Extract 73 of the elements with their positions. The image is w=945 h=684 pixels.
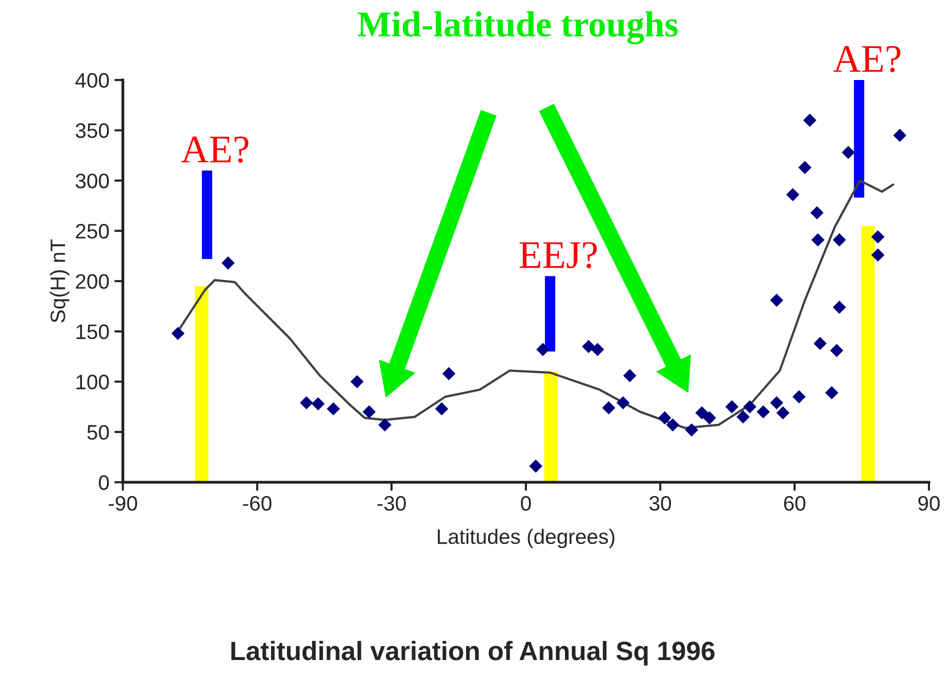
point (798, 160, 812, 174)
bar (194, 286, 208, 482)
point (702, 411, 716, 424)
point (695, 406, 708, 420)
point (350, 375, 364, 388)
point (832, 233, 846, 246)
point (171, 326, 185, 340)
bar (202, 170, 212, 260)
point (803, 114, 816, 127)
annotation: AE? (833, 46, 900, 72)
annotation: EEJ? (520, 242, 597, 268)
point (725, 400, 738, 414)
text: Mid-latitude troughs (358, 11, 678, 44)
annotation: AE? (181, 136, 248, 163)
bar (861, 226, 875, 482)
x-tick-label: 0 (520, 496, 531, 511)
y-tick-label: 100 (76, 374, 109, 390)
bar (854, 80, 864, 198)
y-tick-label: 50 (87, 424, 109, 440)
x-axis-title: Latitudes (degrees) (438, 528, 614, 548)
point (792, 390, 806, 404)
point (222, 256, 235, 270)
point (770, 294, 784, 307)
point (685, 423, 698, 437)
point (786, 188, 800, 202)
point (776, 406, 790, 420)
y-tick-label: 200 (76, 274, 109, 289)
x-tick-label: -90 (108, 496, 138, 511)
point (623, 369, 636, 382)
x-tick-label: 90 (918, 496, 940, 511)
point (590, 342, 604, 356)
point (378, 418, 392, 432)
point (811, 233, 824, 246)
point (666, 418, 680, 432)
point (756, 405, 770, 418)
point (832, 300, 846, 314)
point (743, 400, 756, 414)
point (312, 397, 325, 410)
x-tick-label: -30 (377, 496, 406, 511)
point (825, 386, 838, 400)
point (300, 396, 314, 410)
point (442, 367, 456, 380)
text: Latitudinal variation of Annual Sq 1996 (231, 640, 714, 666)
point (736, 410, 750, 424)
y-tick-label: 300 (76, 174, 109, 188)
point (871, 230, 884, 244)
point (842, 146, 855, 160)
point (893, 128, 906, 142)
point (810, 206, 824, 220)
bar (544, 372, 558, 482)
point (435, 402, 448, 416)
point (582, 340, 596, 354)
y-axis-title: Sq(H) nT (50, 239, 70, 322)
y-tick-label: 250 (76, 224, 109, 239)
bar (544, 276, 556, 352)
point (770, 396, 784, 410)
point (830, 344, 844, 358)
point (658, 411, 672, 424)
y-tick-label: 0 (98, 475, 109, 490)
point (602, 401, 616, 414)
y-tick-label: 400 (75, 73, 109, 88)
point (616, 396, 630, 410)
point (871, 248, 884, 262)
point (814, 336, 827, 350)
point (362, 405, 376, 418)
point (536, 342, 550, 356)
x-tick-label: -60 (243, 496, 272, 511)
y-tick-label: 150 (76, 324, 109, 340)
point (529, 460, 542, 473)
y-tick-label: 350 (76, 123, 109, 138)
x-tick-label: 30 (649, 496, 672, 511)
x-tick-label: 60 (784, 496, 806, 511)
point (326, 402, 340, 416)
